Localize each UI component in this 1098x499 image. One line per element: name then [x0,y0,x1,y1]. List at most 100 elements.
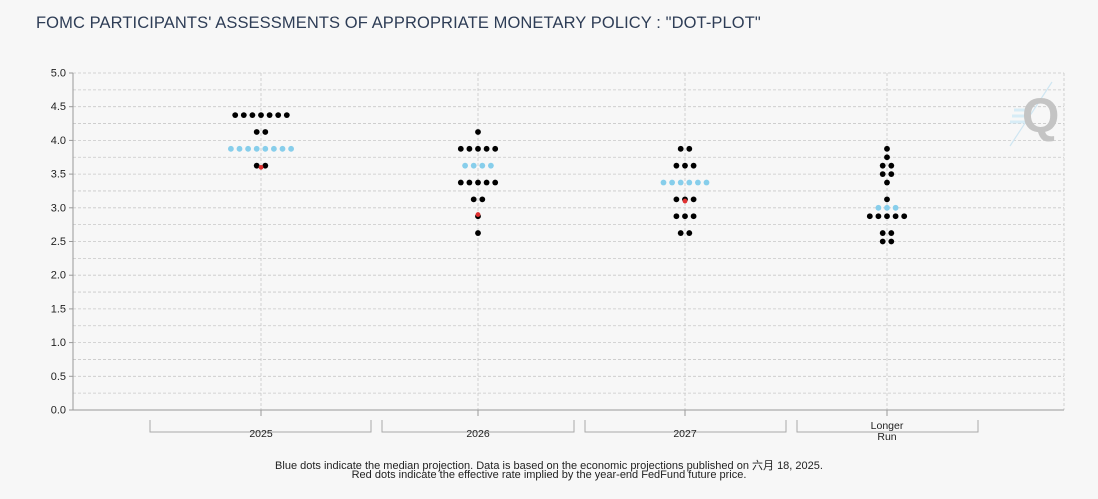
participant-dot [879,230,886,236]
x-tick-label: Run [877,431,896,443]
median-dot [479,162,486,169]
participant-dot [475,129,481,135]
median-dot [488,162,494,169]
median-dot [228,145,234,152]
participant-dot [466,145,473,152]
participant-dot [673,213,680,220]
participant-dot [682,213,688,220]
participant-dot [884,179,890,186]
median-dot [686,179,693,186]
participant-dot [884,154,890,161]
category-bracket [796,420,979,433]
participant-dot [686,145,693,152]
y-tick-label: 2.5 [51,236,66,248]
y-tick-label: 1.0 [51,337,66,349]
participant-dot [253,162,260,169]
participant-dot [866,213,873,220]
participant-dot [475,179,481,186]
y-tick-label: 3.5 [51,169,66,181]
participant-dot [901,213,908,220]
participant-dot [253,129,260,135]
median-dot [253,145,260,152]
dots-layer [228,112,908,245]
y-tick-label: 4.0 [51,135,66,147]
footnote-implied-rate: Red dots indicate the effective rate imp… [351,469,747,481]
participant-dot [258,112,264,119]
x-tick-label: Longer [871,420,904,432]
participant-dot [232,112,239,119]
median-dot [677,179,684,186]
participant-dot [884,145,890,152]
participant-dot [677,230,684,236]
participant-dot [888,238,895,245]
axis-layer: 0.0 0.5 1.0 1.5 2.0 2.5 3.0 3.5 4.0 4.5 5.0 [51,68,1064,417]
participant-dot [690,196,697,203]
median-dot [288,145,294,152]
median-dot [245,145,252,152]
participant-dot [457,179,464,186]
median-dot [470,162,477,169]
category-bracket [149,420,372,433]
participant-dot [475,230,481,236]
category-bracket [381,420,575,433]
participant-dot [888,162,895,169]
logo-letter: Q [1022,90,1059,143]
x-tick-label: 2027 [673,428,697,440]
chart-title: FOMC PARTICIPANTS' ASSESSMENTS OF APPROP… [36,14,761,32]
participant-dot [483,145,490,152]
median-dot [669,179,675,186]
y-tick-label: 2.0 [51,270,66,282]
median-dot [695,179,701,186]
y-tick-label: 1.5 [51,303,66,315]
participant-dot [492,145,499,152]
participant-dot [690,162,697,169]
participant-dot [888,171,895,178]
y-tick-label: 0.0 [51,405,66,417]
x-tick-label: 2025 [249,428,273,440]
participant-dot [457,145,464,152]
logo-mark-icon: Q [1009,81,1059,147]
participant-dot [483,179,490,186]
median-dot [660,179,667,186]
participant-dot [677,145,684,152]
participant-dot [475,145,481,152]
participant-dot [875,213,882,220]
participant-dot [240,112,247,119]
participant-dot [892,213,899,220]
y-tick-label: 0.5 [51,371,66,383]
median-dot [236,145,243,152]
y-tick-label: 3.0 [51,202,66,214]
participant-dot [690,213,697,220]
implied-rate-dot [475,212,481,217]
grid-layer [73,72,1065,410]
participant-dot [249,112,256,119]
participant-dot [266,112,273,119]
participant-dot [283,112,290,119]
footnote-median: Blue dots indicate the median projection… [275,460,823,472]
median-dot [262,145,269,152]
participant-dot [884,213,890,220]
participant-dot [673,196,680,203]
y-tick-label: 4.5 [51,101,66,113]
median-dot [892,204,899,211]
participant-dot [673,162,680,169]
participant-dot [879,171,886,178]
participant-dot [879,238,886,245]
participant-dot [479,196,486,203]
participant-dot [262,162,269,169]
participant-dot [686,230,693,236]
participant-dot [888,230,895,236]
y-tick-label: 5.0 [51,68,66,80]
participant-dot [879,162,886,169]
participant-dot [466,179,473,186]
participant-dot [682,162,688,169]
x-tick-label: 2026 [466,428,490,440]
median-dot [271,145,277,152]
median-dot [875,204,882,211]
participant-dot [275,112,282,119]
median-dot [279,145,286,152]
median-dot [884,204,890,211]
implied-rate-dot [682,198,688,204]
